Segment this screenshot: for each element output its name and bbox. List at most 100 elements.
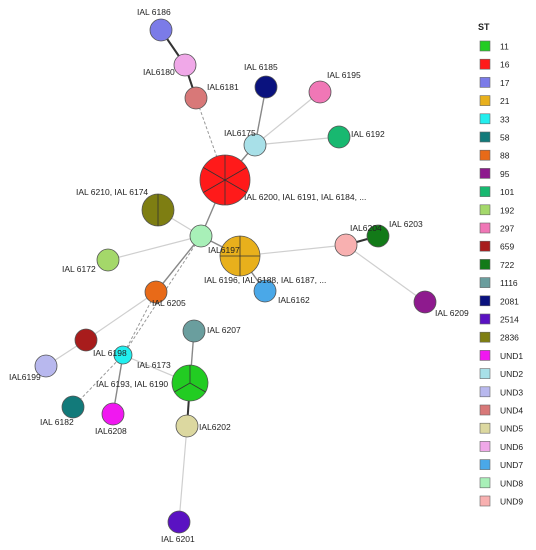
node-circle[interactable] <box>149 18 173 42</box>
node-n6205[interactable] <box>144 280 168 304</box>
node-circle[interactable] <box>61 395 85 419</box>
node-n16[interactable] <box>199 154 251 206</box>
node-n6199[interactable] <box>34 354 58 378</box>
node-n6209[interactable] <box>413 290 437 314</box>
legend-label: UND2 <box>500 369 523 379</box>
node-circle[interactable] <box>74 328 98 352</box>
node-label-n6205: IAL 6205 <box>152 298 186 308</box>
node-n6172[interactable] <box>96 248 120 272</box>
legend-item: 101 <box>479 186 514 197</box>
node-label-n6202: IAL6202 <box>199 422 231 432</box>
node-label-n6180: IAL6180 <box>143 67 175 77</box>
node-n6180[interactable] <box>173 53 197 77</box>
node-label-n6172: IAL 6172 <box>62 264 96 274</box>
legend-label: 21 <box>500 96 510 106</box>
legend-swatch <box>479 404 491 416</box>
node-circle[interactable] <box>253 279 277 303</box>
legend-item: UND4 <box>479 404 523 416</box>
node-circle[interactable] <box>182 319 206 343</box>
node-circle[interactable] <box>308 80 332 104</box>
node-n6181[interactable] <box>184 86 208 110</box>
legend-swatch <box>479 368 491 379</box>
node-sector-divider <box>224 179 247 193</box>
legend-swatch <box>479 350 491 361</box>
edge-n6197-n6205 <box>155 235 202 293</box>
legend-label: 88 <box>500 151 510 161</box>
node-n6173[interactable] <box>113 345 133 365</box>
node-n6204[interactable] <box>334 233 358 257</box>
legend-item: UND3 <box>479 386 523 397</box>
node-n2836[interactable] <box>141 193 175 227</box>
edge-n6204-n6209 <box>345 244 426 303</box>
node-label-n6199: IAL6199 <box>9 372 41 382</box>
node-circle[interactable] <box>189 224 213 248</box>
node-label-n6195: IAL 6195 <box>327 70 361 80</box>
legend-item: UND6 <box>479 441 523 452</box>
node-n6192[interactable] <box>327 125 351 149</box>
node-label-n6207: IAL 6207 <box>207 325 241 335</box>
node-label-n21: IAL 6196, IAL 6188, IAL 6187, ... <box>204 275 326 285</box>
legend-label: 192 <box>500 205 514 215</box>
node-circle[interactable] <box>144 280 168 304</box>
node-label-n6198: IAL 6198 <box>93 348 127 358</box>
node-circle[interactable] <box>96 248 120 272</box>
legend-label: 16 <box>500 60 510 70</box>
node-circle[interactable] <box>366 224 390 248</box>
node-circle[interactable] <box>184 86 208 110</box>
legend-swatch <box>479 240 491 252</box>
node-circle[interactable] <box>175 414 199 438</box>
legend-swatch <box>479 295 491 307</box>
legend-swatch <box>479 204 491 216</box>
node-n6162[interactable] <box>253 279 277 303</box>
node-sector-divider <box>174 382 191 393</box>
node-n6182[interactable] <box>61 395 85 419</box>
node-n6186[interactable] <box>149 18 173 42</box>
node-circle[interactable] <box>243 133 267 157</box>
legend-swatch <box>479 149 491 161</box>
legend-item: 192 <box>479 204 514 216</box>
node-n21[interactable] <box>219 235 261 277</box>
node-label-n6201: IAL 6201 <box>161 534 195 544</box>
node-n6208[interactable] <box>101 402 125 426</box>
legend-swatch <box>479 459 491 470</box>
node-n6207[interactable] <box>182 319 206 343</box>
node-n6197[interactable] <box>189 224 213 248</box>
legend-swatch <box>479 277 491 288</box>
legend-label: 11 <box>500 42 509 52</box>
node-circle[interactable] <box>101 402 125 426</box>
legend-item: UND9 <box>479 495 523 507</box>
node-n6202[interactable] <box>175 414 199 438</box>
node-n6175[interactable] <box>243 133 267 157</box>
legend-label: UND5 <box>500 424 523 434</box>
edge-n6205-n6198 <box>85 291 157 341</box>
node-n6203[interactable] <box>366 224 390 248</box>
legend-label: UND1 <box>500 351 523 361</box>
node-circle[interactable] <box>167 510 191 534</box>
node-circle[interactable] <box>327 125 351 149</box>
node-n11[interactable] <box>171 364 209 402</box>
legend-item: 33 <box>479 113 510 124</box>
legend-label: 95 <box>500 169 510 179</box>
node-circle[interactable] <box>413 290 437 314</box>
legend-label: 2081 <box>500 296 519 306</box>
node-circle[interactable] <box>334 233 358 257</box>
node-circle[interactable] <box>34 354 58 378</box>
node-n6195[interactable] <box>308 80 332 104</box>
node-n6185[interactable] <box>254 75 278 99</box>
node-n6198[interactable] <box>74 328 98 352</box>
legend-label: 2514 <box>500 315 519 325</box>
legend-label: 33 <box>500 114 510 124</box>
node-n6201[interactable] <box>167 510 191 534</box>
node-label-n6175: IAL6175 <box>224 128 256 138</box>
node-circle[interactable] <box>173 53 197 77</box>
legend-swatch <box>479 313 491 325</box>
node-circle[interactable] <box>113 345 133 365</box>
node-circle[interactable] <box>254 75 278 99</box>
legend-item: UND8 <box>479 477 523 488</box>
legend-item: 11 <box>479 40 509 52</box>
legend-swatch <box>479 422 491 434</box>
legend-item: 1116 <box>479 277 518 288</box>
legend-title: ST <box>478 22 490 32</box>
node-label-n6209: IAL 6209 <box>435 308 469 318</box>
